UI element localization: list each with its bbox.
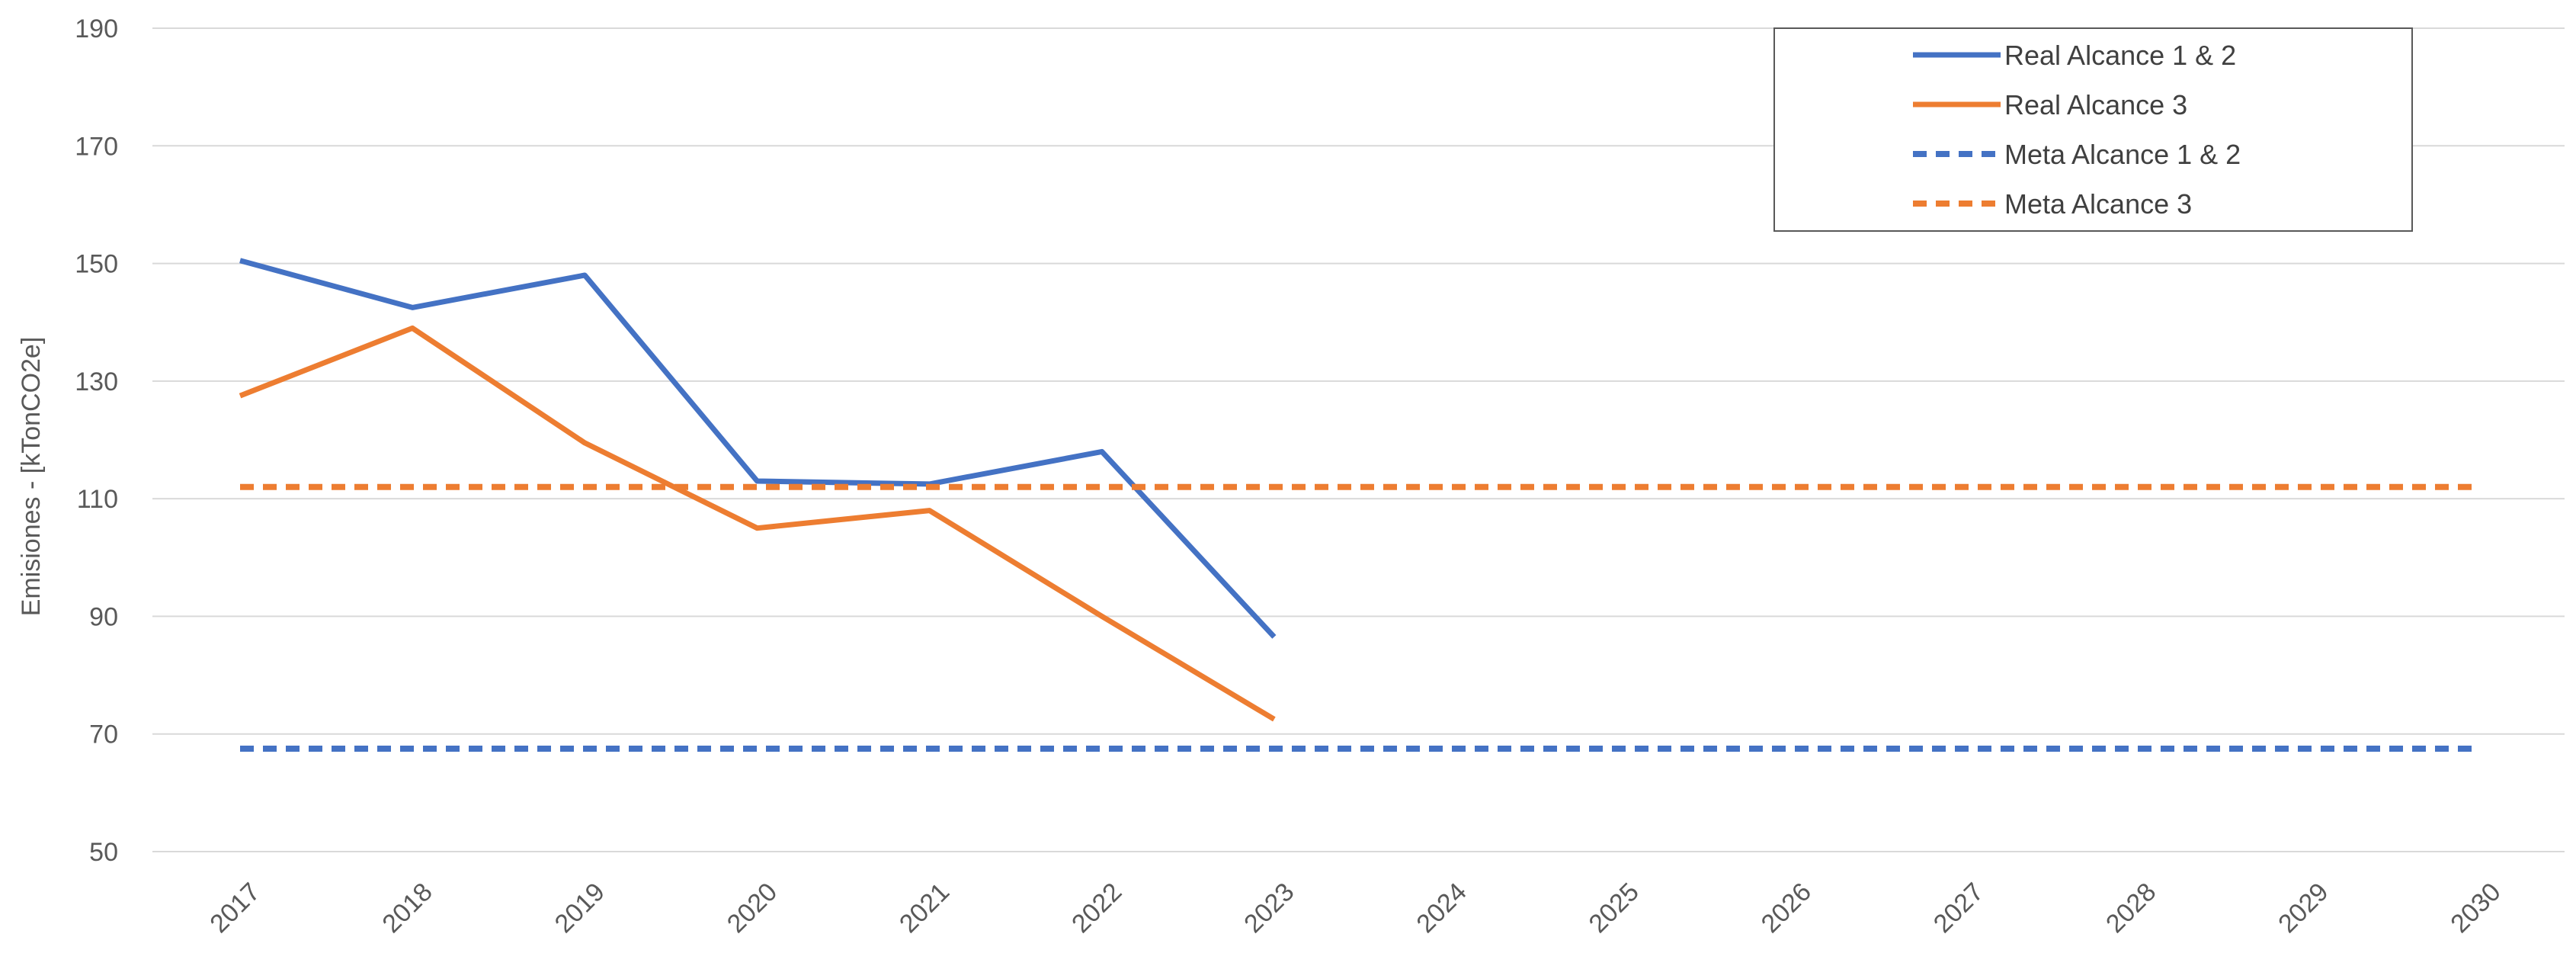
legend-label: Meta Alcance 1 & 2 xyxy=(2004,139,2241,170)
x-tick-label: 2030 xyxy=(2445,878,2506,939)
x-tick-label: 2027 xyxy=(1928,878,1989,939)
legend-box xyxy=(1773,27,2413,232)
series-line-1 xyxy=(239,258,1277,639)
x-tick-label: 2020 xyxy=(722,878,783,939)
x-tick-label: 2017 xyxy=(204,878,265,939)
x-tick-label: 2024 xyxy=(1411,878,1472,939)
y-tick-label: 190 xyxy=(75,14,118,43)
y-tick-label: 90 xyxy=(89,602,118,631)
x-tick-label: 2021 xyxy=(894,878,955,939)
y-axis-title: Emisiones - [kTonCO2e] xyxy=(17,337,46,617)
x-tick-label: 2022 xyxy=(1066,878,1127,939)
x-tick-label: 2028 xyxy=(2100,878,2161,939)
x-tick-label: 2019 xyxy=(549,878,610,939)
y-tick-label: 50 xyxy=(89,838,118,867)
y-tick-label: 70 xyxy=(89,720,118,749)
y-tick-label: 170 xyxy=(75,132,118,161)
series-lines xyxy=(239,258,2481,752)
legend-label: Real Alcance 3 xyxy=(2004,89,2187,120)
legend: Real Alcance 1 & 2 Real Alcance 3 Meta Alc… xyxy=(1773,27,2413,232)
y-tick-label: 150 xyxy=(75,250,118,279)
series-line-2 xyxy=(239,325,1276,722)
x-axis-ticks: 2017 2018 2019 2020 2021 2022 2023 2024 2025 2026… xyxy=(204,878,2506,939)
legend-label: Real Alcance 1 & 2 xyxy=(2004,40,2236,71)
y-tick-label: 130 xyxy=(75,367,118,396)
x-tick-label: 2025 xyxy=(1584,878,1645,939)
legend-label: Meta Alcance 3 xyxy=(2004,188,2192,220)
x-tick-label: 2029 xyxy=(2273,878,2334,939)
x-tick-label: 2023 xyxy=(1238,878,1299,939)
y-axis-ticks: 50 70 90 110 130 150 170 190 xyxy=(75,14,118,867)
gridlines xyxy=(152,27,2565,852)
x-tick-label: 2026 xyxy=(1756,878,1817,939)
y-tick-label: 110 xyxy=(77,485,118,514)
x-tick-label: 2018 xyxy=(376,878,437,939)
